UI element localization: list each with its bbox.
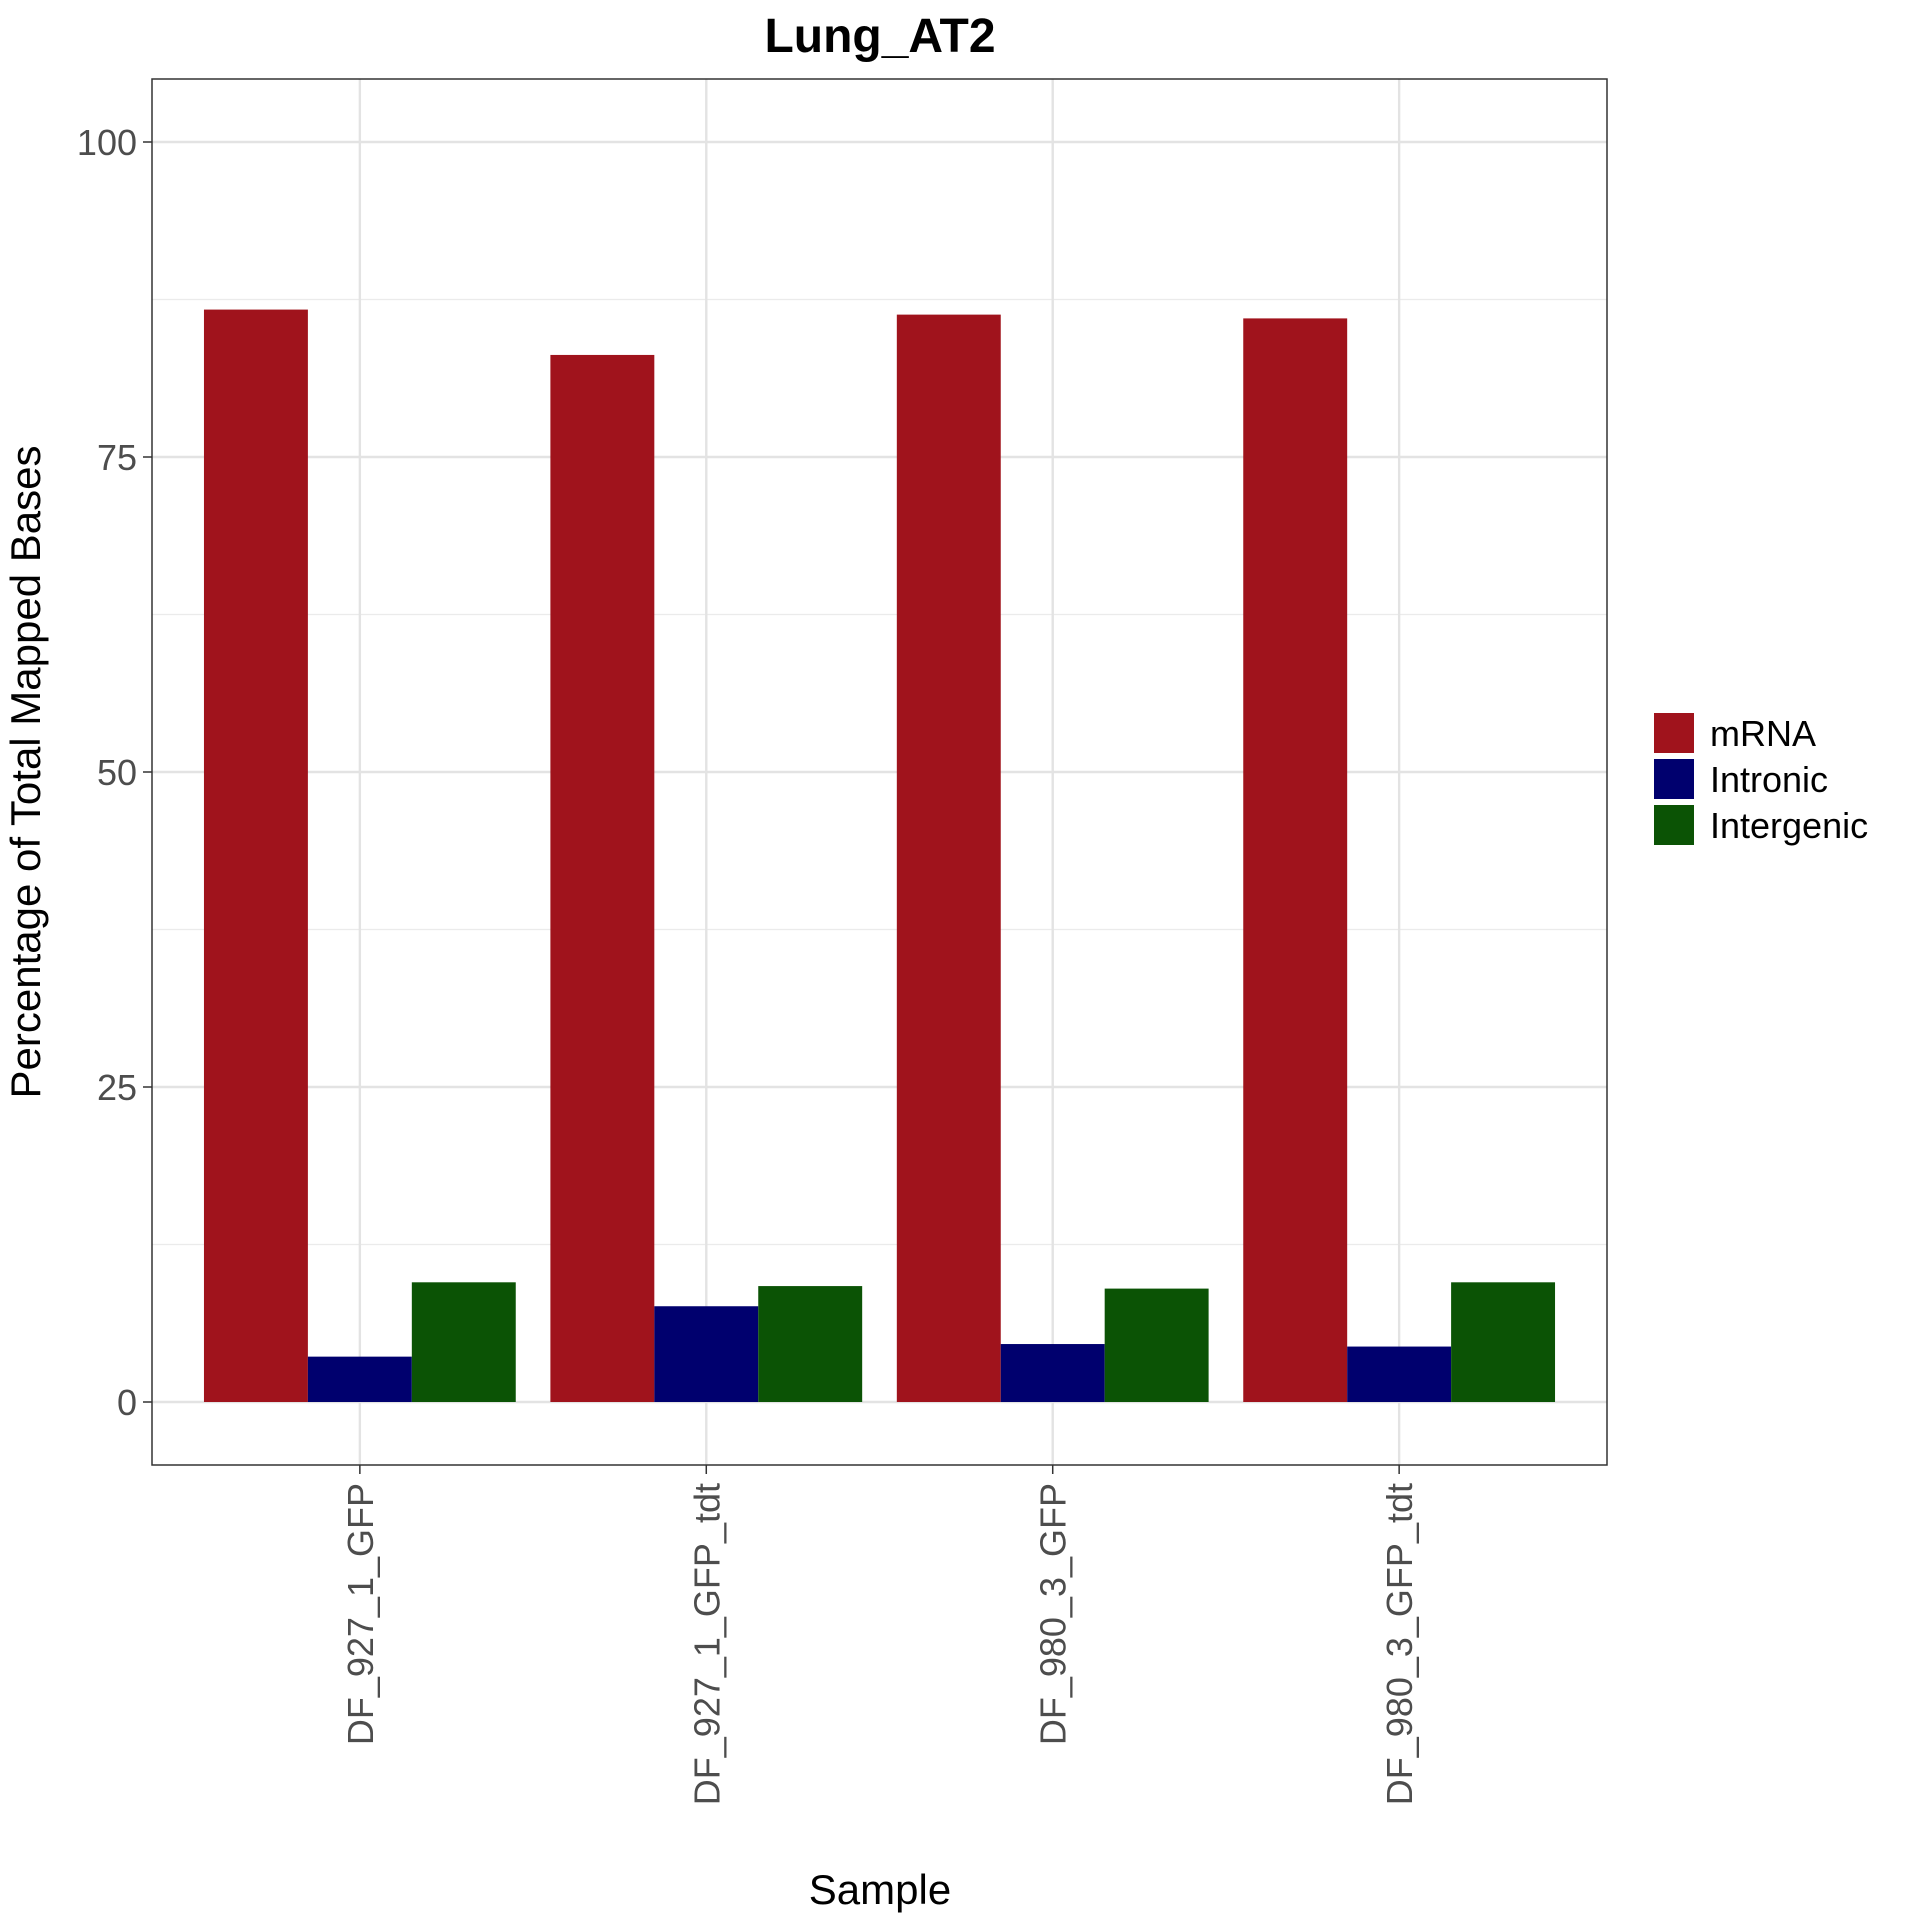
legend-label: Intergenic [1710, 805, 1868, 846]
chart-title: Lung_AT2 [764, 10, 995, 63]
bar-intronic [654, 1306, 759, 1402]
y-tick-label: 0 [117, 1382, 137, 1423]
legend-label: mRNA [1710, 713, 1816, 754]
x-tick-label: DF_980_3_GFP_tdt [1379, 1483, 1420, 1805]
x-tick-label: DF_980_3_GFP [1033, 1483, 1074, 1745]
legend-key-intronic [1652, 757, 1696, 801]
x-tick-label: DF_927_1_GFP [340, 1483, 381, 1745]
x-tick-label: DF_927_1_GFP_tdt [686, 1483, 727, 1805]
bar-intronic [1347, 1346, 1452, 1402]
bar-intergenic [411, 1282, 516, 1402]
grid-lines [152, 79, 1607, 1465]
legend-key-intergenic [1652, 803, 1696, 847]
legend-key-mrna [1652, 711, 1696, 755]
y-tick-label: 50 [97, 752, 137, 793]
y-axis-title: Percentage of Total Mapped Bases [2, 446, 49, 1099]
x-axis: DF_927_1_GFP DF_927_1_GFP_tdt DF_980_3_GFP… [340, 1465, 1420, 1805]
bar-mrna [1243, 318, 1348, 1402]
legend-label: Intronic [1710, 759, 1828, 800]
legend: mRNA Intronic Intergenic [1652, 711, 1868, 847]
y-axis: 0 25 50 75 100 [77, 122, 152, 1423]
y-tick-label: 25 [97, 1067, 137, 1108]
y-tick-label: 75 [97, 437, 137, 478]
bar-mrna [896, 314, 1001, 1402]
bar-intergenic [1104, 1288, 1209, 1402]
bars [203, 309, 1556, 1403]
bar-mrna [203, 309, 308, 1403]
x-axis-title: Sample [809, 1866, 951, 1913]
bar-intronic [1000, 1344, 1105, 1402]
y-tick-label: 100 [77, 122, 137, 163]
bar-intronic [307, 1356, 412, 1402]
bar-mrna [550, 354, 655, 1403]
bar-intergenic [1451, 1282, 1556, 1402]
bar-intergenic [758, 1286, 863, 1402]
